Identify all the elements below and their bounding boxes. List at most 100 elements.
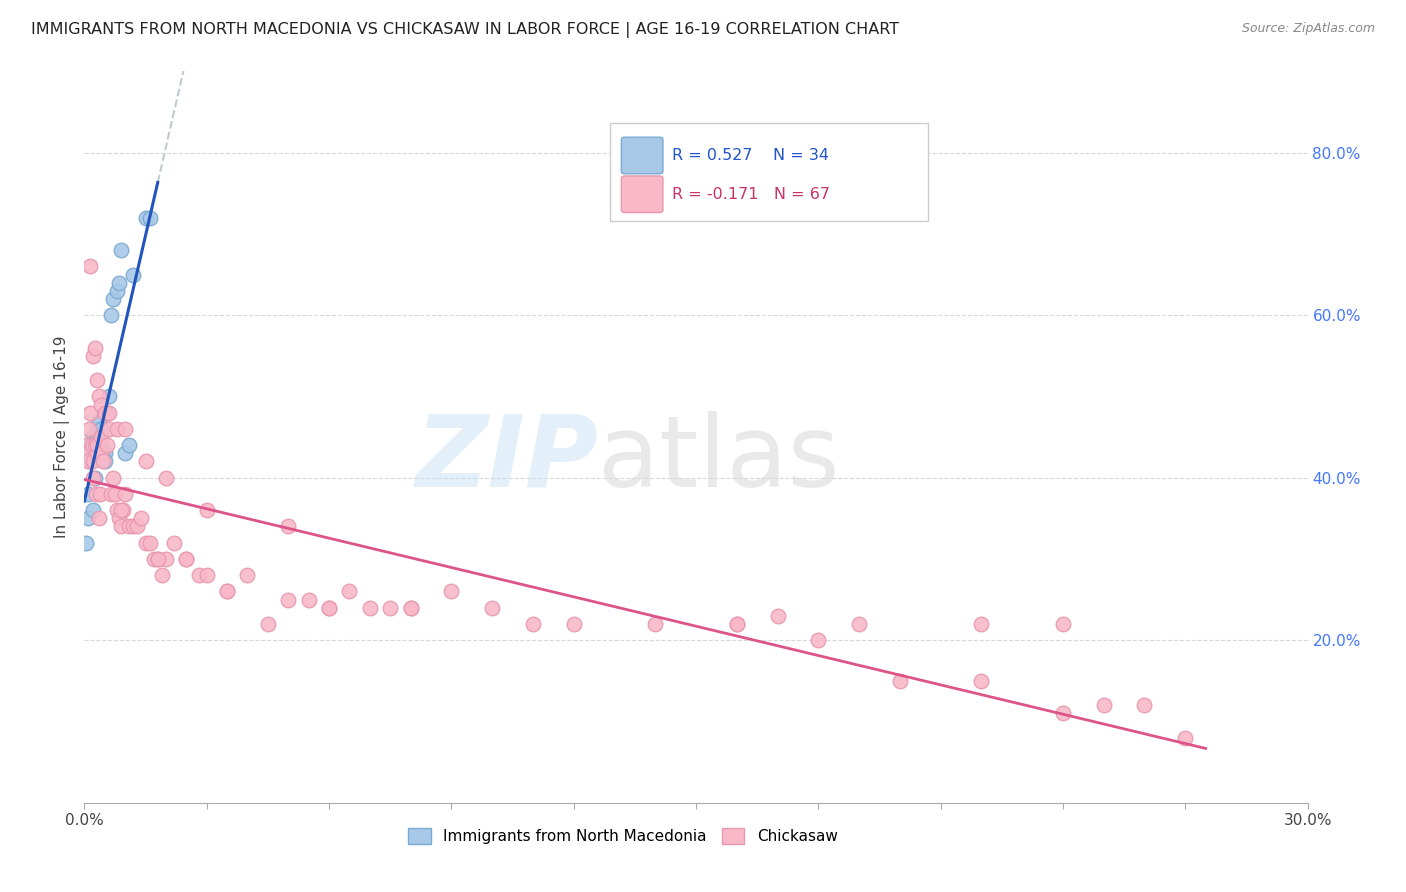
Point (77, 487, 100, 501)
Point (1133, 698, 1156, 713)
Point (118, 438, 141, 452)
Point (83, 341, 105, 355)
Point (87, 511, 110, 525)
Point (80, 438, 103, 452)
Point (91, 446, 114, 460)
Point (522, 617, 544, 632)
Point (90, 422, 112, 436)
Point (101, 292, 124, 306)
Point (84, 438, 107, 452)
Point (399, 600, 422, 615)
Point (104, 487, 127, 501)
Point (174, 552, 197, 566)
Point (76, 511, 98, 525)
Point (105, 422, 128, 436)
Point (90, 430, 112, 444)
Point (112, 503, 135, 517)
Point (146, 552, 169, 566)
Point (970, 673, 993, 688)
Text: Source: ZipAtlas.com: Source: ZipAtlas.com (1241, 22, 1375, 36)
Point (142, 552, 165, 566)
Point (562, 617, 585, 632)
Point (481, 600, 503, 615)
Point (105, 503, 128, 517)
Point (83, 438, 105, 452)
Point (86, 438, 108, 452)
Point (644, 617, 666, 632)
Text: IMMIGRANTS FROM NORTH MACEDONIA VS CHICKASAW IN LABOR FORCE | AGE 16-19 CORRELAT: IMMIGRANTS FROM NORTH MACEDONIA VS CHICK… (31, 22, 898, 38)
Point (848, 617, 870, 632)
Point (76, 446, 98, 460)
Point (135, 535, 157, 549)
Point (90, 446, 112, 460)
Point (108, 276, 131, 290)
Point (195, 503, 218, 517)
Point (187, 568, 209, 582)
Point (96, 438, 118, 452)
Point (766, 608, 789, 623)
Point (725, 617, 748, 632)
Point (1092, 698, 1115, 713)
Point (90, 438, 112, 452)
Point (86, 422, 108, 436)
Y-axis label: In Labor Force | Age 16-19: In Labor Force | Age 16-19 (55, 335, 70, 539)
Point (114, 422, 136, 436)
Point (1052, 706, 1074, 721)
Point (91, 454, 114, 468)
Point (93, 406, 115, 420)
Point (217, 584, 239, 599)
Point (77, 422, 100, 436)
Point (298, 592, 321, 607)
Point (127, 519, 149, 533)
Point (131, 511, 153, 525)
Point (138, 535, 160, 549)
Point (89, 487, 111, 501)
Point (96, 406, 118, 420)
Point (100, 308, 122, 322)
Point (100, 487, 122, 501)
Point (359, 600, 381, 615)
Point (146, 552, 169, 566)
Point (725, 617, 748, 632)
FancyBboxPatch shape (621, 176, 664, 212)
Point (318, 600, 340, 615)
Point (97, 422, 120, 436)
Point (79, 406, 101, 420)
Point (163, 535, 186, 549)
Point (93, 446, 115, 460)
Point (82, 471, 104, 485)
Point (87, 389, 110, 403)
Point (155, 552, 177, 566)
Text: R = -0.171   N = 67: R = -0.171 N = 67 (672, 186, 830, 202)
Point (75, 438, 97, 452)
Point (105, 284, 128, 298)
Point (195, 568, 218, 582)
Point (77, 454, 100, 468)
Point (93, 454, 115, 468)
Point (138, 211, 160, 225)
Point (86, 430, 108, 444)
Point (318, 600, 340, 615)
Point (217, 584, 239, 599)
Point (110, 243, 132, 257)
Point (82, 454, 104, 468)
Point (82, 503, 104, 517)
Point (174, 552, 197, 566)
Point (122, 519, 145, 533)
Point (277, 592, 299, 607)
Point (97, 389, 120, 403)
Point (150, 568, 173, 582)
Point (110, 519, 132, 533)
Point (86, 446, 108, 460)
Point (122, 268, 145, 282)
Point (1174, 731, 1197, 745)
Point (80, 438, 103, 452)
Point (236, 568, 259, 582)
Point (108, 511, 131, 525)
Point (89, 438, 111, 452)
FancyBboxPatch shape (610, 122, 928, 221)
Point (86, 373, 108, 387)
Point (807, 633, 830, 648)
Point (114, 446, 136, 460)
Point (82, 430, 104, 444)
